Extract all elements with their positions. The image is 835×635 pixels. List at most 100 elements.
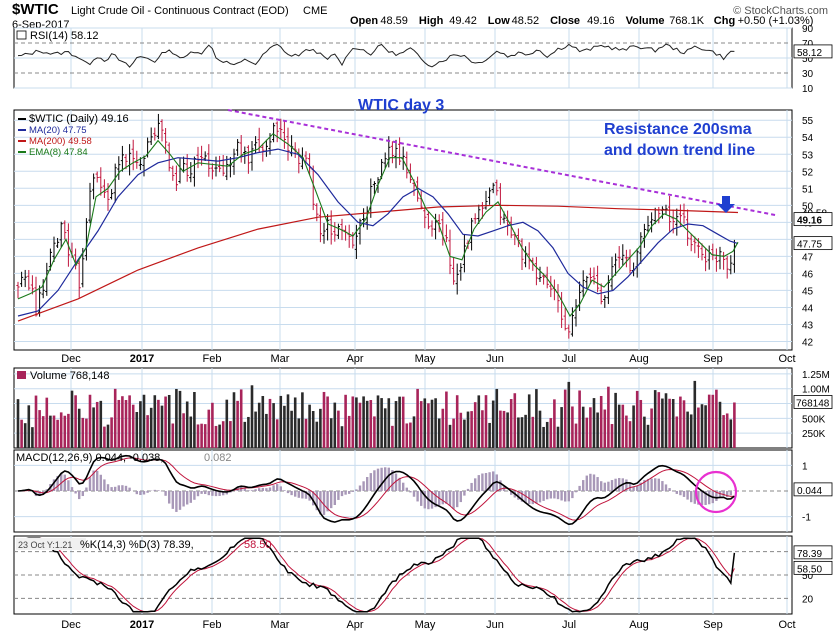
macd-histogram-bar xyxy=(693,491,696,504)
price-tick-label: 44 xyxy=(802,303,814,314)
volume-bar xyxy=(715,389,718,448)
stoch-k-box xyxy=(793,545,833,560)
macd-histogram-bar xyxy=(297,491,300,498)
macd-histogram-bar xyxy=(607,481,610,491)
volume-bar xyxy=(315,421,319,448)
volume-bar xyxy=(531,416,535,448)
macd-histogram-bar xyxy=(189,491,192,503)
x-axis-labels-mid: Dec 2017 Feb Mar Apr May Jun Jul Aug Sep Oct xyxy=(61,353,795,365)
volume-bar xyxy=(697,407,700,448)
volume-bar xyxy=(49,415,52,448)
rsi-last-label-box xyxy=(793,44,833,59)
trend-line xyxy=(227,109,779,217)
macd-histogram-bar xyxy=(632,486,635,491)
volume-bar xyxy=(45,397,49,448)
volume-bar xyxy=(272,403,275,448)
macd-histogram-bar xyxy=(585,475,588,491)
macd-histogram-bar xyxy=(96,470,99,491)
volume-bar xyxy=(106,424,110,448)
macd-histogram-bar xyxy=(675,491,678,494)
volume-bar xyxy=(596,412,599,448)
macd-tick-label: -1 xyxy=(802,513,811,524)
volume-bar xyxy=(175,388,178,448)
volume-bar xyxy=(398,396,401,448)
macd-histogram-bar xyxy=(279,486,282,491)
volume-bar xyxy=(427,403,430,448)
macd-histogram-bar xyxy=(135,491,138,495)
x-tick-label-may: May xyxy=(415,353,436,365)
last-price-label: 49.16 xyxy=(797,216,822,227)
macd-histogram-bar xyxy=(52,479,56,491)
volume-bar xyxy=(664,393,668,448)
macd-histogram-bar xyxy=(286,491,290,494)
x-tick-label-2017: 2017 xyxy=(130,353,154,365)
volume-bar xyxy=(211,402,214,448)
quote-value-low: 48.52 xyxy=(512,15,540,27)
macd-histogram-bar xyxy=(196,491,200,497)
quote-value-chg: +0.50 (+1.03%) xyxy=(738,15,814,27)
macd-histogram-bar xyxy=(330,491,333,509)
stoch-k-label: 78.39 xyxy=(797,549,822,560)
volume-bar xyxy=(405,423,409,448)
macd-histogram-bar xyxy=(520,491,524,502)
macd-histogram-bar xyxy=(452,491,455,509)
macd-histogram-bar xyxy=(420,491,423,506)
macd-histogram-bar xyxy=(121,485,124,491)
volume-bar xyxy=(200,423,203,448)
volume-bar xyxy=(376,395,380,448)
macd-histogram-bar xyxy=(171,491,174,509)
macd-histogram-bar xyxy=(168,491,171,504)
chart-credit: © StockCharts.com xyxy=(733,5,828,17)
volume-bar xyxy=(261,396,265,448)
volume-bar xyxy=(693,380,697,448)
volume-bar xyxy=(337,410,340,448)
macd-histogram-bar xyxy=(409,491,412,493)
macd-histogram-bar xyxy=(200,491,203,494)
volume-bar xyxy=(643,416,646,448)
x-tick-label-dec: Dec xyxy=(61,353,81,365)
volume-bar xyxy=(265,413,268,448)
macd-histogram-bar xyxy=(164,491,167,496)
quote-label-close: Close xyxy=(550,15,580,27)
macd-histogram-bar xyxy=(153,489,156,491)
rsi-last-label: 58.12 xyxy=(797,48,822,59)
macd-histogram-bar xyxy=(618,477,621,491)
volume-bar xyxy=(509,399,513,448)
volume-bar xyxy=(387,398,391,448)
volume-bar xyxy=(351,396,355,448)
volume-bar xyxy=(229,421,232,448)
macd-histogram-bar xyxy=(344,491,347,495)
quote-label-chg: Chg xyxy=(714,15,735,27)
macd-histogram-bar xyxy=(85,487,88,491)
macd-histogram-bar xyxy=(67,480,70,491)
macd-histogram-bar xyxy=(668,488,671,491)
quote-label-high: High xyxy=(419,15,444,27)
volume-bar xyxy=(301,392,304,448)
volume-bar xyxy=(70,390,74,448)
macd-histogram-bar xyxy=(142,491,146,495)
quote-label-low: Low xyxy=(488,15,510,27)
volume-bar xyxy=(214,425,218,448)
macd-histogram-bar xyxy=(456,491,459,508)
volume-bar xyxy=(250,385,254,448)
macd-histogram-bar xyxy=(614,478,617,491)
volume-bar xyxy=(355,397,358,448)
macd-histogram-bar xyxy=(567,491,570,502)
volume-bar xyxy=(297,418,301,448)
volume-bar xyxy=(16,399,20,448)
volume-bar xyxy=(290,410,293,448)
volume-bar xyxy=(423,398,427,448)
volume-bar xyxy=(340,426,344,448)
volume-bar xyxy=(542,426,545,448)
volume-bar xyxy=(329,418,333,448)
volume-bar xyxy=(661,398,664,448)
macd-histogram-bar xyxy=(380,467,383,491)
macd-histogram-bar xyxy=(387,467,390,491)
macd-histogram-bar xyxy=(362,481,365,491)
macd-histogram-bar xyxy=(88,477,92,491)
macd-histogram-bar xyxy=(531,491,534,505)
volume-bar xyxy=(517,417,520,448)
volume-bar xyxy=(117,399,121,448)
macd-histogram-bar xyxy=(366,477,369,491)
volume-bar xyxy=(146,415,149,448)
